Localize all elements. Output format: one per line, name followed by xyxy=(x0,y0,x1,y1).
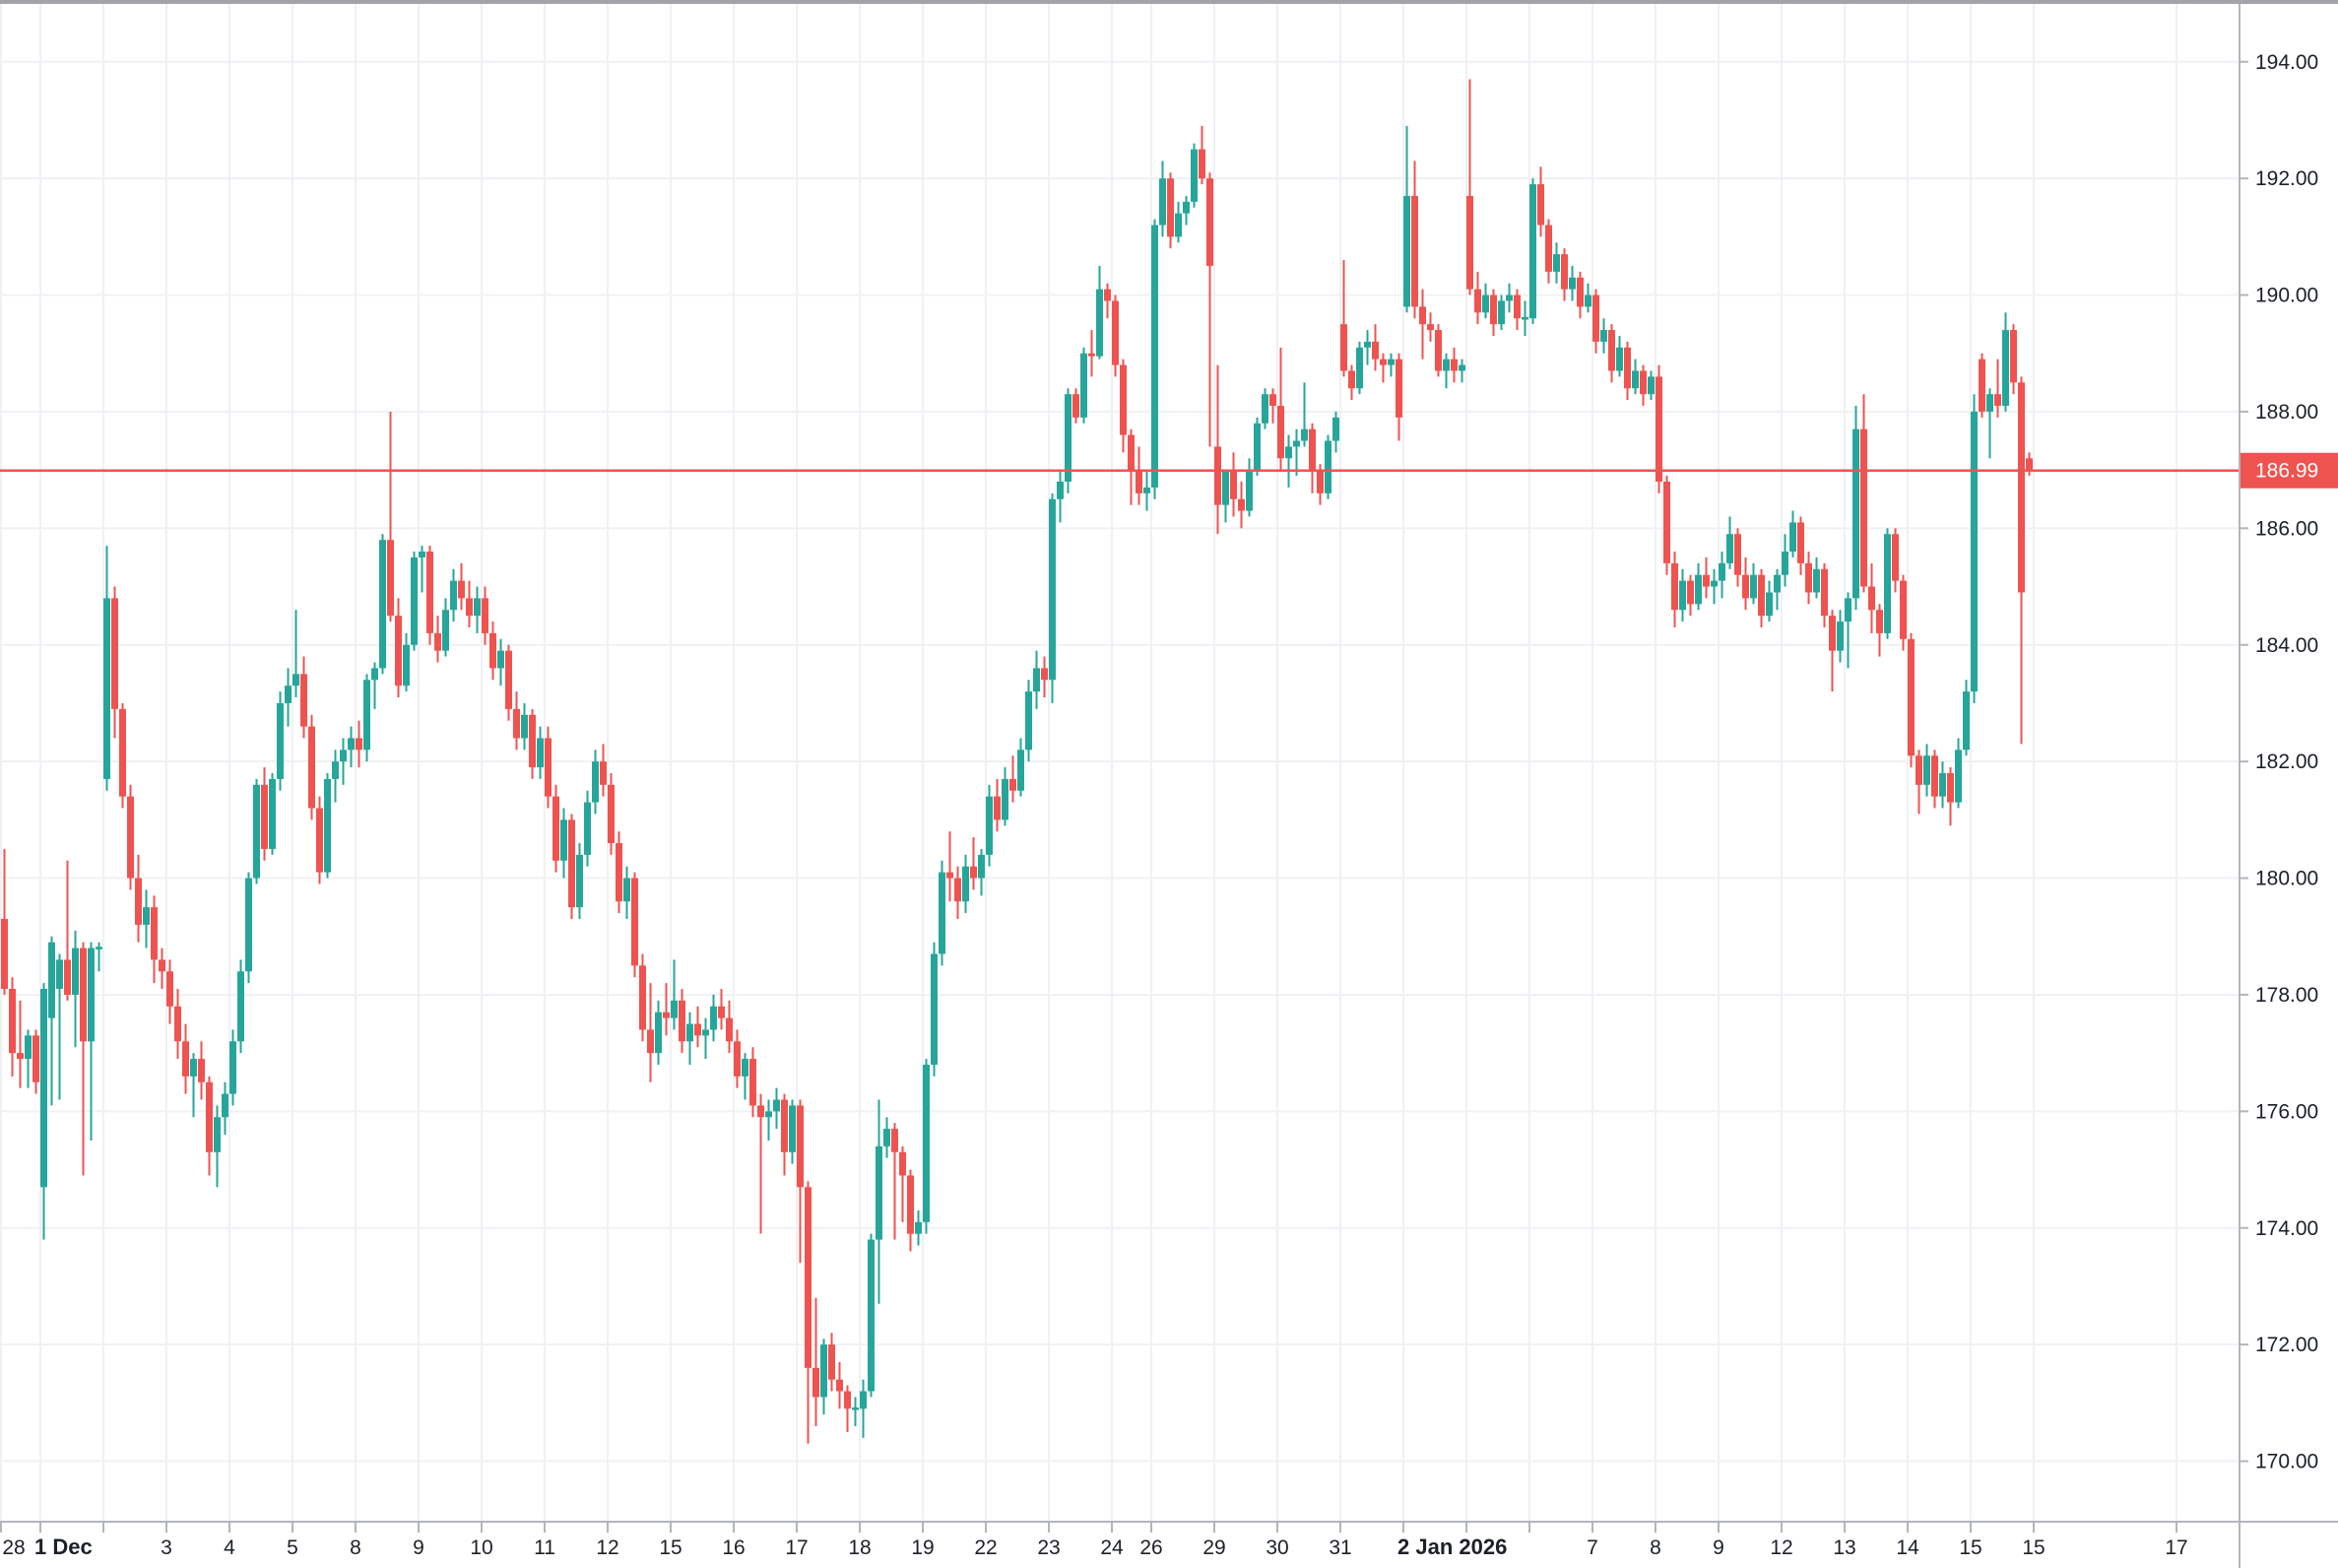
time-axis-label: 8 xyxy=(1650,1536,1661,1559)
price-axis-label: 176.00 xyxy=(2255,1100,2318,1123)
time-axis-label: 10 xyxy=(470,1536,492,1559)
time-axis-label: 9 xyxy=(1713,1536,1724,1559)
time-axis-label: 1 Dec xyxy=(34,1535,93,1559)
time-axis-label: 12 xyxy=(596,1536,618,1559)
time-axis-label: 15 xyxy=(1959,1536,1981,1559)
time-axis-label: 15 xyxy=(659,1536,682,1559)
price-axis-label: 178.00 xyxy=(2255,984,2318,1007)
time-axis-label: 3 xyxy=(161,1536,172,1559)
time-axis-label-future: 17 xyxy=(2165,1536,2187,1559)
time-axis-label: 18 xyxy=(848,1536,871,1559)
price-axis-label: 170.00 xyxy=(2255,1451,2318,1473)
time-axis-label: 13 xyxy=(1833,1536,1855,1559)
price-axis-label: 174.00 xyxy=(2255,1217,2318,1240)
time-axis-label: 17 xyxy=(785,1536,808,1559)
time-axis-label: 26 xyxy=(1139,1536,1162,1559)
time-axis-label: 31 xyxy=(1329,1536,1351,1559)
time-axis-label: 9 xyxy=(413,1536,424,1559)
time-axis-label: 7 xyxy=(1587,1536,1598,1559)
price-axis-label: 192.00 xyxy=(2255,167,2318,190)
time-axis-label: 5 xyxy=(287,1536,298,1559)
time-axis-label: 4 xyxy=(224,1536,235,1559)
time-axis-label: 14 xyxy=(1896,1536,1919,1559)
price-axis-label: 186.00 xyxy=(2255,517,2318,540)
svg-text:186.99: 186.99 xyxy=(2255,460,2318,483)
time-axis-label: 2 Jan 2026 xyxy=(1397,1535,1507,1559)
time-axis-label: 24 xyxy=(1100,1536,1124,1559)
time-axis-label: 28 xyxy=(2,1536,25,1559)
price-axis-label: 182.00 xyxy=(2255,751,2318,773)
price-axis-label: 194.00 xyxy=(2255,51,2318,74)
window-top-edge xyxy=(0,0,2338,4)
last-price-badge: 186.99 xyxy=(2241,452,2338,489)
price-axis-label: 190.00 xyxy=(2255,285,2318,307)
time-axis[interactable] xyxy=(0,1523,2240,1568)
time-axis-label: 23 xyxy=(1037,1536,1060,1559)
grid-lines xyxy=(0,60,2240,1463)
time-axis-ticks xyxy=(0,1522,2177,1533)
time-axis-label: 16 xyxy=(722,1536,745,1559)
time-axis-labels: 28 1 Dec 3 4 5 8 9 10 11 12 15 16 17 18 19 22 23 24 26 29 30… xyxy=(2,1535,2187,1559)
time-axis-label: 29 xyxy=(1202,1536,1225,1559)
time-axis-label-future: 15 xyxy=(2022,1536,2045,1559)
price-axis-label: 188.00 xyxy=(2255,401,2318,424)
price-axis[interactable]: 194.00 192.00 190.00 188.00 186.00 184.00 182.… xyxy=(2240,51,2318,1473)
session-grid-lines xyxy=(0,0,2177,1522)
time-axis-label: 22 xyxy=(974,1536,997,1559)
time-axis-label: 19 xyxy=(911,1536,934,1559)
price-axis-label: 172.00 xyxy=(2255,1334,2318,1356)
price-axis-label: 184.00 xyxy=(2255,634,2318,657)
time-axis-label: 30 xyxy=(1266,1536,1288,1559)
time-axis-label: 12 xyxy=(1770,1536,1792,1559)
price-axis-label: 180.00 xyxy=(2255,868,2318,890)
time-axis-label: 11 xyxy=(534,1536,555,1559)
candles xyxy=(1,79,2033,1444)
time-axis-label: 8 xyxy=(350,1536,361,1559)
